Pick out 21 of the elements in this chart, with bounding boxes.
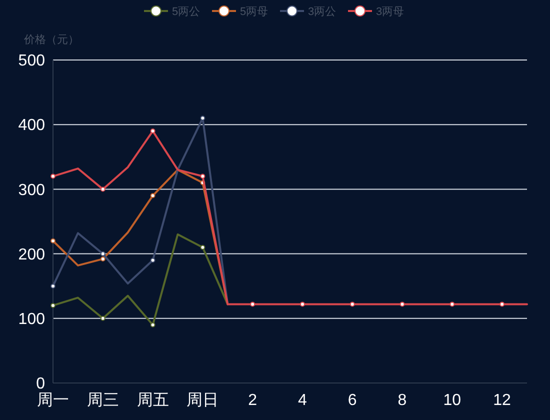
x-tick-label: 周五 xyxy=(136,392,169,409)
x-tick-label: 6 xyxy=(348,392,357,409)
x-tick-label: 周日 xyxy=(186,392,219,409)
y-tick-label: 500 xyxy=(18,52,46,70)
x-tick-label: 周三 xyxy=(86,392,119,409)
y-tick-label: 0 xyxy=(36,376,46,393)
legend-label: 5两公 xyxy=(172,6,200,18)
x-tick-label: 10 xyxy=(443,392,462,409)
x-tick-label: 4 xyxy=(298,392,308,409)
x-tick-label: 2 xyxy=(248,392,258,409)
y-tick-label: 100 xyxy=(18,311,46,328)
legend-label: 5两母 xyxy=(240,6,268,18)
y-tick-label: 200 xyxy=(18,246,46,264)
y-tick-label: 400 xyxy=(18,117,46,134)
y-tick-label: 300 xyxy=(18,182,46,199)
x-tick-label: 周一 xyxy=(37,392,69,409)
legend-label: 3两公 xyxy=(308,6,336,18)
x-tick-label: 8 xyxy=(398,392,407,409)
y-axis-title: 价格（元） xyxy=(23,34,79,46)
x-tick-label: 12 xyxy=(493,392,512,409)
legend-label: 3两母 xyxy=(376,6,404,18)
